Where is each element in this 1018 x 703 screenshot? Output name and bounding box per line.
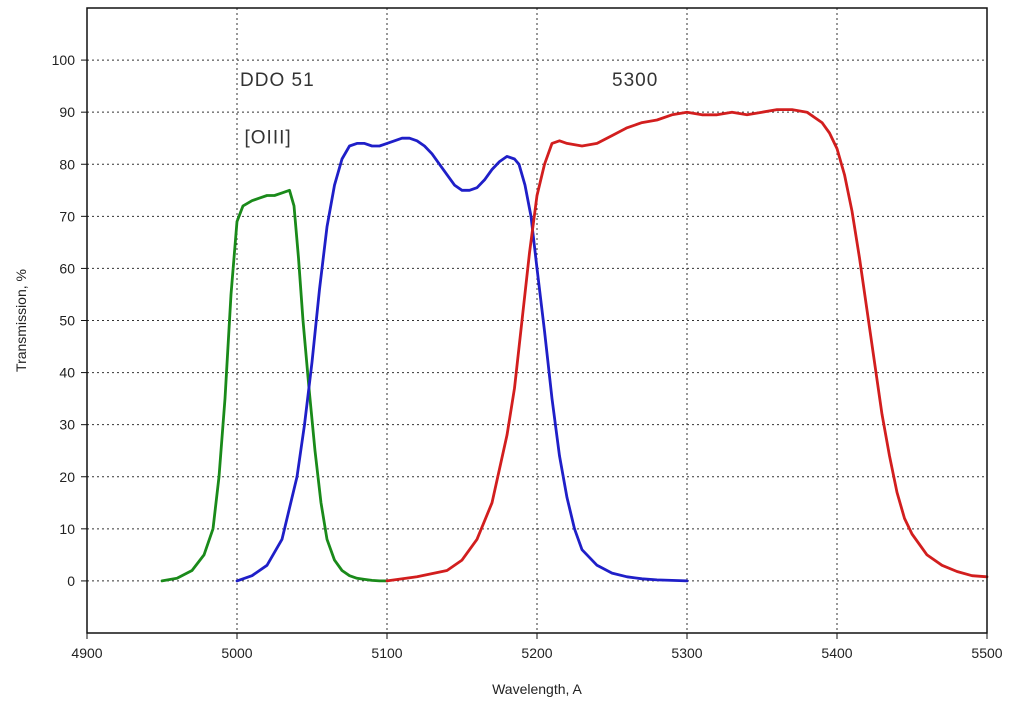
x-tick-label: 5300 xyxy=(671,645,702,661)
y-tick-label: 100 xyxy=(52,52,76,68)
x-axis-label: Wavelength, A xyxy=(492,681,582,697)
y-tick-label: 90 xyxy=(59,104,75,120)
y-tick-label: 10 xyxy=(59,521,75,537)
y-axis-label: Transmission, % xyxy=(13,269,29,372)
y-tick-label: 60 xyxy=(59,260,75,276)
grid xyxy=(87,8,987,633)
x-tick-label: 5100 xyxy=(371,645,402,661)
series-line-2 xyxy=(235,136,689,583)
series-line-3 xyxy=(385,108,989,583)
x-tick-label: 4900 xyxy=(71,645,102,661)
series-lines xyxy=(160,108,989,583)
x-tick-label: 5200 xyxy=(521,645,552,661)
annotations: [OIII] DDO 51 5300 xyxy=(240,70,658,148)
y-tick-label: 20 xyxy=(59,469,75,485)
x-axis-ticks: 4900 5000 5100 5200 5300 5400 5500 xyxy=(71,633,1003,661)
x-tick-label: 5000 xyxy=(221,645,252,661)
y-tick-label: 40 xyxy=(59,365,75,381)
x-tick-label: 5400 xyxy=(821,645,852,661)
y-tick-label: 70 xyxy=(59,208,75,224)
y-tick-label: 30 xyxy=(59,417,75,433)
y-tick-label: 80 xyxy=(59,156,75,172)
annotation-label-1: [OIII] xyxy=(245,127,292,148)
y-tick-label: 50 xyxy=(59,313,75,329)
y-axis-ticks: 0 10 20 30 40 50 60 70 80 90 100 xyxy=(52,52,87,589)
y-tick-label: 0 xyxy=(67,573,75,589)
series-line-1 xyxy=(160,188,389,583)
annotation-label-3: 5300 xyxy=(612,70,658,91)
x-tick-label: 5500 xyxy=(971,645,1002,661)
annotation-label-2: DDO 51 xyxy=(240,70,315,91)
